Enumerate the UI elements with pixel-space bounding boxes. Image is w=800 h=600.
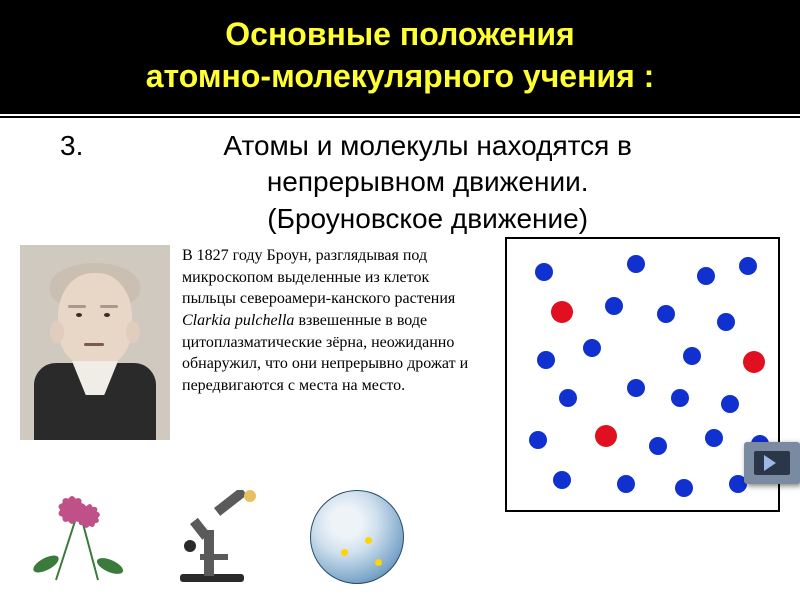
- fluid-molecule: [671, 389, 689, 407]
- flower-icon: [20, 488, 130, 586]
- microscope-icon: [150, 490, 290, 590]
- play-icon: [754, 451, 790, 475]
- statement-line2: непрерывном движении.: [95, 164, 760, 200]
- title-line2: атомно-молекулярного учения :: [146, 56, 655, 98]
- fluid-molecule: [553, 471, 571, 489]
- fluid-molecule: [717, 313, 735, 331]
- statement: 3. Атомы и молекулы находятся в непрерыв…: [0, 118, 800, 237]
- statement-line1: Атомы и молекулы находятся в: [95, 128, 760, 164]
- fluid-molecule: [537, 351, 555, 369]
- fluid-molecule: [617, 475, 635, 493]
- brownian-particle-box: [505, 237, 780, 512]
- statement-number: 3.: [60, 128, 83, 164]
- fluid-molecule: [627, 379, 645, 397]
- title-line1: Основные положения: [225, 14, 574, 56]
- header: Основные положения атомно-молекулярного …: [0, 0, 800, 112]
- brownian-particle: [743, 351, 765, 373]
- fluid-molecule: [583, 339, 601, 357]
- pollen-grain-dot: [375, 559, 382, 566]
- description-text: В 1827 году Броун, разглядывая под микро…: [182, 245, 472, 527]
- fluid-molecule: [535, 263, 553, 281]
- desc-italic: Clarkia pulchella: [182, 312, 294, 329]
- microscope-view-circle: [310, 490, 404, 584]
- fluid-molecule: [697, 267, 715, 285]
- fluid-molecule: [675, 479, 693, 497]
- fluid-molecule: [705, 429, 723, 447]
- fluid-molecule: [649, 437, 667, 455]
- fluid-molecule: [683, 347, 701, 365]
- desc-part1: В 1827 году Броун, разглядывая под микро…: [182, 247, 455, 307]
- fluid-molecule: [529, 431, 547, 449]
- fluid-molecule: [739, 257, 757, 275]
- bottom-icon-row: [20, 490, 460, 590]
- portrait-image: [20, 245, 170, 440]
- pollen-grain-dot: [365, 537, 372, 544]
- brownian-particle: [551, 301, 573, 323]
- brownian-particle: [595, 425, 617, 447]
- fluid-molecule: [605, 297, 623, 315]
- fluid-molecule: [559, 389, 577, 407]
- fluid-molecule: [721, 395, 739, 413]
- pollen-grain-dot: [341, 549, 348, 556]
- statement-text: Атомы и молекулы находятся в непрерывном…: [95, 128, 760, 237]
- fluid-molecule: [627, 255, 645, 273]
- middle-row: В 1827 году Броун, разглядывая под микро…: [0, 237, 800, 527]
- slide: Основные положения атомно-молекулярного …: [0, 0, 800, 600]
- statement-line3: (Броуновское движение): [95, 201, 760, 237]
- video-play-icon[interactable]: [744, 442, 800, 484]
- fluid-molecule: [657, 305, 675, 323]
